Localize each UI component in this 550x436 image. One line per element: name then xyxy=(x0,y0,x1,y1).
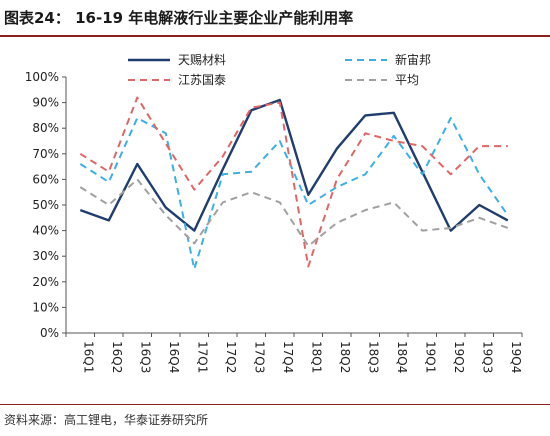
x-tick-label: 16Q3 xyxy=(138,341,152,373)
y-tick-label: 20% xyxy=(32,275,59,289)
y-tick-label: 90% xyxy=(32,96,59,110)
source-note: 资料来源：高工锂电，华泰证券研究所 xyxy=(4,413,209,427)
y-tick-label: 10% xyxy=(32,300,59,314)
legend-label-2: 江苏国泰 xyxy=(178,73,226,87)
x-tick-label: 16Q4 xyxy=(167,341,181,373)
x-tick-label: 19Q1 xyxy=(423,341,437,373)
series-line-2 xyxy=(79,96,508,268)
x-tick-label: 17Q4 xyxy=(281,341,295,373)
source-rule xyxy=(0,404,550,405)
figure-title: 图表24： 16-19 年电解液行业主要企业产能利用率 xyxy=(4,9,354,27)
title-rule xyxy=(0,35,550,37)
legend-label-1: 新宙邦 xyxy=(395,52,431,67)
series-line-0 xyxy=(79,98,509,232)
x-tick-label: 17Q1 xyxy=(195,341,209,373)
y-tick-label: 50% xyxy=(32,198,59,212)
y-tick-label: 30% xyxy=(32,249,59,263)
y-tick-label: 60% xyxy=(32,172,59,186)
y-tick-label: 100% xyxy=(25,70,59,84)
x-tick-label: 18Q3 xyxy=(366,341,380,373)
x-tick-label: 18Q4 xyxy=(395,341,409,373)
x-tick-label: 19Q2 xyxy=(452,341,466,373)
x-tick-label: 16Q2 xyxy=(110,341,124,373)
legend-label-3: 平均 xyxy=(395,73,419,87)
x-tick-label: 17Q3 xyxy=(252,341,266,373)
title-bar: 图表24： 16-19 年电解液行业主要企业产能利用率 xyxy=(0,0,550,37)
y-tick-label: 80% xyxy=(32,121,59,135)
x-tick-label: 19Q3 xyxy=(480,341,494,373)
legend-label-0: 天赐材料 xyxy=(178,53,226,67)
series-line-1 xyxy=(79,117,509,270)
y-tick-label: 0% xyxy=(40,326,59,340)
x-tick-label: 18Q2 xyxy=(338,341,352,373)
x-tick-label: 17Q2 xyxy=(224,341,238,373)
x-tick-label: 18Q1 xyxy=(309,341,323,373)
x-tick-label: 16Q1 xyxy=(81,341,95,373)
x-tick-label: 19Q4 xyxy=(509,341,523,373)
y-tick-label: 40% xyxy=(32,224,59,238)
y-tick-label: 70% xyxy=(32,147,59,161)
series-line-3 xyxy=(79,178,509,247)
